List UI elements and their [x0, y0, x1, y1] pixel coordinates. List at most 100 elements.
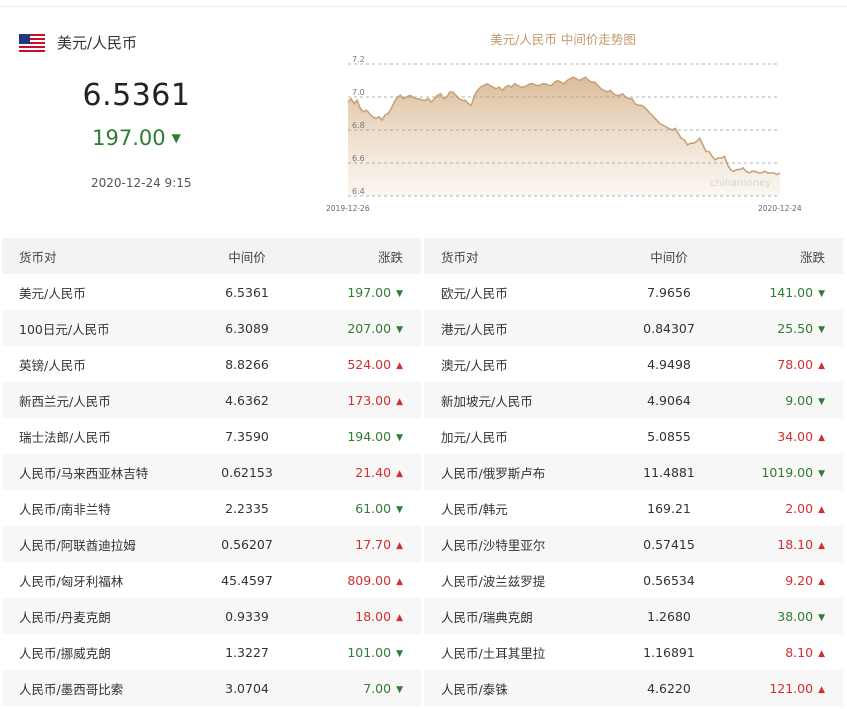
change-value: 61.00 [355, 500, 392, 516]
down-arrow-icon: ▼ [396, 504, 403, 515]
mid-rate-cell: 0.56207 [192, 526, 302, 562]
table-row[interactable]: 新加坡元/人民币 4.9064 9.00 ▼ [424, 382, 843, 418]
table-row[interactable]: 欧元/人民币 7.9656 141.00 ▼ [424, 274, 843, 310]
table-row[interactable]: 人民币/波兰兹罗提 0.56534 9.20 ▲ [424, 562, 843, 598]
change-value: 2.00 [785, 500, 814, 516]
pair-cell[interactable]: 人民币/南非兰特 [2, 490, 192, 526]
table-row[interactable]: 100日元/人民币 6.3089 207.00 ▼ [2, 310, 421, 346]
pair-cell[interactable]: 港元/人民币 [424, 310, 614, 346]
table-row[interactable]: 新西兰元/人民币 4.6362 173.00 ▲ [2, 382, 421, 418]
pair-cell[interactable]: 澳元/人民币 [424, 346, 614, 382]
table-header-row: 货币对 中间价 涨跌 [424, 238, 843, 274]
pair-cell[interactable]: 人民币/泰铢 [424, 670, 614, 706]
top-divider [0, 6, 847, 7]
mid-rate-cell: 8.8266 [192, 346, 302, 382]
change-cell: 78.00 ▲ [724, 346, 843, 382]
table-row[interactable]: 人民币/丹麦克朗 0.9339 18.00 ▲ [2, 598, 421, 634]
down-arrow-icon: ▼ [396, 288, 403, 299]
change-cell: 9.20 ▲ [724, 562, 843, 598]
trend-chart: 美元/人民币 中间价走势图 7.2 7.0 6.8 6.6 6.4 chinamoney 20… [318, 24, 818, 220]
pair-cell[interactable]: 100日元/人民币 [2, 310, 192, 346]
mid-rate-cell: 6.3089 [192, 310, 302, 346]
table-row[interactable]: 人民币/墨西哥比索 3.0704 7.00 ▼ [2, 670, 421, 706]
change-value: 101.00 [347, 644, 392, 660]
mid-rate-cell: 4.9064 [614, 382, 724, 418]
down-arrow-icon: ▼ [396, 324, 403, 335]
pair-cell[interactable]: 新西兰元/人民币 [2, 382, 192, 418]
pair-cell[interactable]: 人民币/马来西亚林吉特 [2, 454, 192, 490]
change-value: 21.40 [355, 464, 392, 480]
mid-rate-cell: 4.6362 [192, 382, 302, 418]
pair-cell[interactable]: 人民币/匈牙利福林 [2, 562, 192, 598]
table-row[interactable]: 港元/人民币 0.84307 25.50 ▼ [424, 310, 843, 346]
y-tick-label: 6.4 [352, 187, 365, 196]
table-row[interactable]: 英镑/人民币 8.8266 524.00 ▲ [2, 346, 421, 382]
pair-cell[interactable]: 人民币/俄罗斯卢布 [424, 454, 614, 490]
change-cell: 194.00 ▼ [302, 418, 421, 454]
table-row[interactable]: 人民币/瑞典克朗 1.2680 38.00 ▼ [424, 598, 843, 634]
y-tick-label: 6.6 [352, 154, 365, 163]
table-row[interactable]: 加元/人民币 5.0855 34.00 ▲ [424, 418, 843, 454]
pair-cell[interactable]: 人民币/丹麦克朗 [2, 598, 192, 634]
table-row[interactable]: 人民币/挪威克朗 1.3227 101.00 ▼ [2, 634, 421, 670]
pair-cell[interactable]: 人民币/沙特里亚尔 [424, 526, 614, 562]
x-tick-label-end: 2020-12-24 [758, 204, 802, 213]
pair-cell[interactable]: 人民币/韩元 [424, 490, 614, 526]
pair-cell[interactable]: 欧元/人民币 [424, 274, 614, 310]
table-row[interactable]: 瑞士法郎/人民币 7.3590 194.00 ▼ [2, 418, 421, 454]
change-cell: 809.00 ▲ [302, 562, 421, 598]
pair-cell[interactable]: 美元/人民币 [2, 274, 192, 310]
table-row[interactable]: 人民币/匈牙利福林 45.4597 809.00 ▲ [2, 562, 421, 598]
pair-cell[interactable]: 人民币/挪威克朗 [2, 634, 192, 670]
table-row[interactable]: 人民币/俄罗斯卢布 11.4881 1019.00 ▼ [424, 454, 843, 490]
mid-rate-cell: 1.16891 [614, 634, 724, 670]
mid-rate-value: 6.5361 [82, 78, 191, 113]
mid-rate-cell: 5.0855 [614, 418, 724, 454]
pair-cell[interactable]: 瑞士法郎/人民币 [2, 418, 192, 454]
rates-table-left: 货币对 中间价 涨跌 美元/人民币 6.5361 197.00 ▼ 100日元/人民币 6… [2, 238, 421, 706]
change-value: 38.00 [777, 608, 814, 624]
pair-cell[interactable]: 人民币/瑞典克朗 [424, 598, 614, 634]
change-value: 18.10 [777, 536, 814, 552]
change-cell: 17.70 ▲ [302, 526, 421, 562]
down-arrow-icon: ▼ [818, 396, 825, 407]
change-cell: 2.00 ▲ [724, 490, 843, 526]
table-row[interactable]: 人民币/土耳其里拉 1.16891 8.10 ▲ [424, 634, 843, 670]
mid-rate-cell: 45.4597 [192, 562, 302, 598]
col-header-mid: 中间价 [614, 238, 724, 274]
pair-cell[interactable]: 新加坡元/人民币 [424, 382, 614, 418]
pair-cell[interactable]: 人民币/阿联酋迪拉姆 [2, 526, 192, 562]
change-value: 7.00 [363, 680, 392, 696]
table-row[interactable]: 人民币/泰铢 4.6220 121.00 ▲ [424, 670, 843, 706]
table-row[interactable]: 人民币/马来西亚林吉特 0.62153 21.40 ▲ [2, 454, 421, 490]
mid-rate-cell: 4.9498 [614, 346, 724, 382]
col-header-change: 涨跌 [302, 238, 421, 274]
up-arrow-icon: ▲ [818, 432, 825, 443]
pair-cell[interactable]: 英镑/人民币 [2, 346, 192, 382]
change-cell: 1019.00 ▼ [724, 454, 843, 490]
up-arrow-icon: ▲ [396, 360, 403, 371]
pair-cell[interactable]: 人民币/土耳其里拉 [424, 634, 614, 670]
rates-table-right: 货币对 中间价 涨跌 欧元/人民币 7.9656 141.00 ▼ 港元/人民币 0.84… [424, 238, 843, 706]
up-arrow-icon: ▲ [396, 396, 403, 407]
change-cell: 21.40 ▲ [302, 454, 421, 490]
table-row[interactable]: 人民币/沙特里亚尔 0.57415 18.10 ▲ [424, 526, 843, 562]
mid-rate-cell: 0.56534 [614, 562, 724, 598]
change-value: 9.20 [785, 572, 814, 588]
table-row[interactable]: 人民币/南非兰特 2.2335 61.00 ▼ [2, 490, 421, 526]
table-row[interactable]: 人民币/韩元 169.21 2.00 ▲ [424, 490, 843, 526]
change-value: 9.00 [785, 392, 814, 408]
pair-cell[interactable]: 人民币/墨西哥比索 [2, 670, 192, 706]
pair-cell[interactable]: 加元/人民币 [424, 418, 614, 454]
change-cell: 9.00 ▼ [724, 382, 843, 418]
pair-cell[interactable]: 人民币/波兰兹罗提 [424, 562, 614, 598]
table-row[interactable]: 澳元/人民币 4.9498 78.00 ▲ [424, 346, 843, 382]
mid-rate-cell: 0.9339 [192, 598, 302, 634]
down-arrow-icon: ▼ [818, 612, 825, 623]
col-header-pair: 货币对 [424, 238, 614, 274]
change-value: 194.00 [347, 428, 392, 444]
table-row[interactable]: 人民币/阿联酋迪拉姆 0.56207 17.70 ▲ [2, 526, 421, 562]
mid-rate-cell: 1.2680 [614, 598, 724, 634]
table-row[interactable]: 美元/人民币 6.5361 197.00 ▼ [2, 274, 421, 310]
change-value: 121.00 [769, 680, 814, 696]
